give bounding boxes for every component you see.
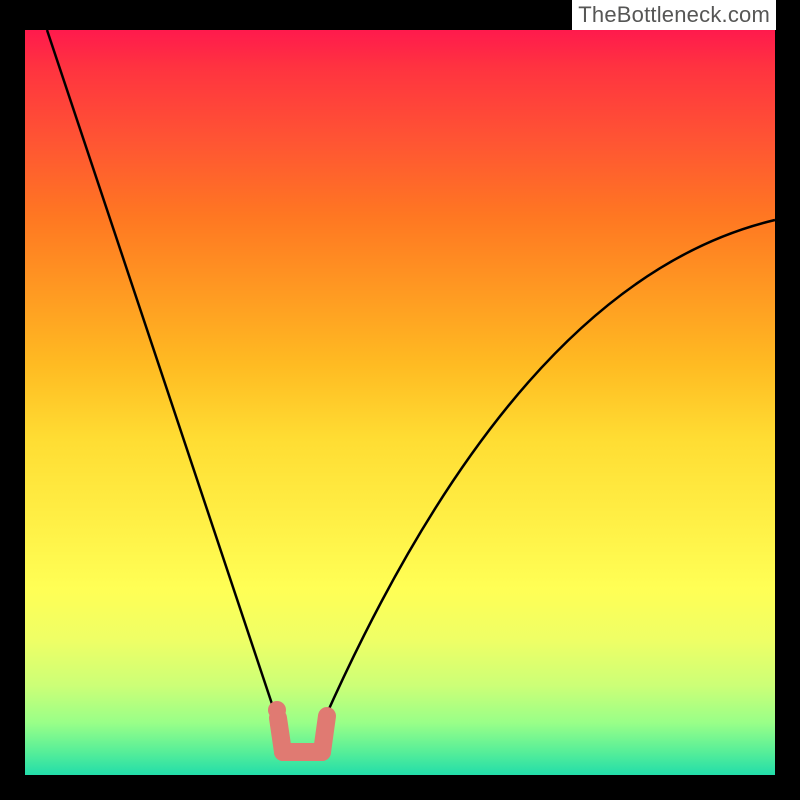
chart-container: { "canvas": { "width": 800, "height": 80…	[0, 0, 800, 800]
plot-gradient-area	[25, 30, 775, 775]
watermark-label: TheBottleneck.com	[572, 0, 776, 30]
